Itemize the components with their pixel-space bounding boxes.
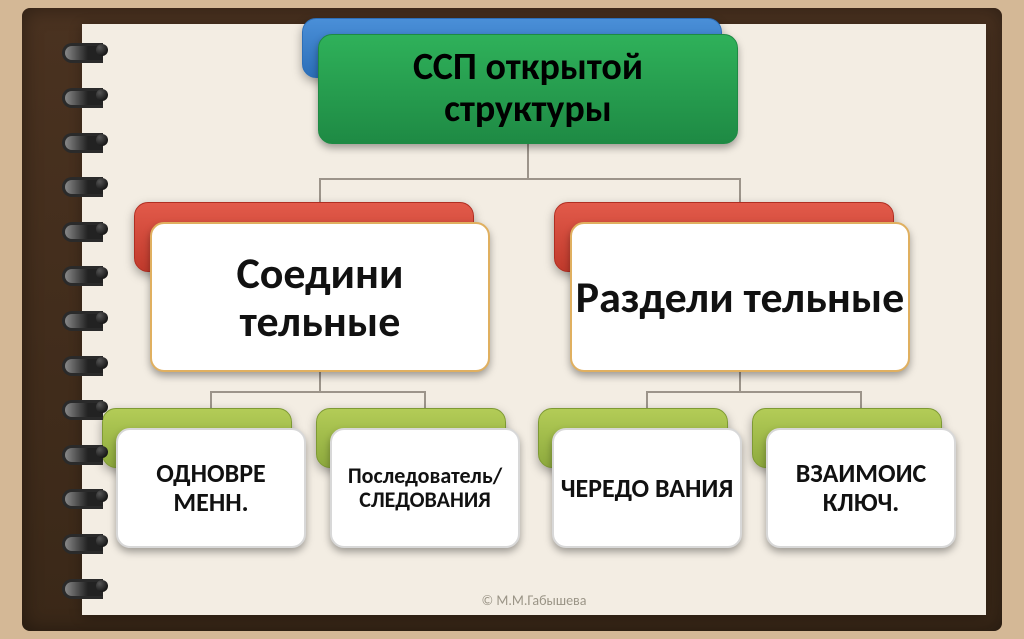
spiral-binding [62,28,102,608]
node-l3-2: ЧЕРЕДО ВАНИЯ [552,428,742,548]
node-l3-3: ВЗАИМОИС КЛЮЧ. [766,428,956,548]
node-l2-1: Раздели тельные [570,222,910,372]
node-l2-0: Соедини тельные [150,222,490,372]
node-l3-1: Последователь/ СЛЕДОВАНИЯ [330,428,520,548]
credit-text: © М.М.Габышева [82,592,986,609]
node-l3-0: ОДНОВРЕ МЕНН. [116,428,306,548]
paper-canvas: ССП открытой структуры Соедини тельные Р… [82,24,986,615]
root-node: ССП открытой структуры [318,34,738,144]
wood-frame: ССП открытой структуры Соедини тельные Р… [22,8,1002,631]
